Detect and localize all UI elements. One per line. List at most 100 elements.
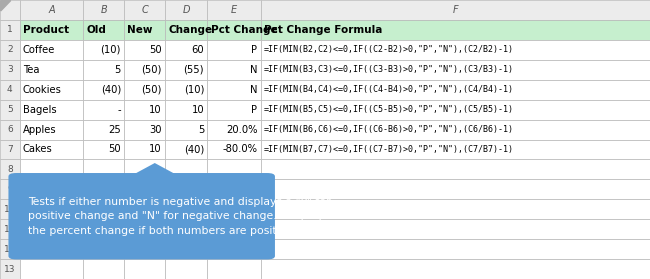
FancyBboxPatch shape <box>124 0 165 20</box>
Text: (55): (55) <box>183 65 204 75</box>
Text: 50: 50 <box>109 145 121 155</box>
FancyBboxPatch shape <box>0 199 20 219</box>
FancyBboxPatch shape <box>207 179 261 199</box>
FancyBboxPatch shape <box>20 100 83 120</box>
FancyBboxPatch shape <box>165 0 207 20</box>
Text: P: P <box>252 45 257 55</box>
FancyBboxPatch shape <box>83 0 124 20</box>
Text: P: P <box>252 105 257 115</box>
FancyBboxPatch shape <box>20 239 83 259</box>
FancyBboxPatch shape <box>207 100 261 120</box>
Text: -80.0%: -80.0% <box>222 145 257 155</box>
FancyBboxPatch shape <box>124 179 165 199</box>
FancyBboxPatch shape <box>83 80 124 100</box>
FancyBboxPatch shape <box>207 159 261 179</box>
FancyBboxPatch shape <box>124 199 165 219</box>
FancyBboxPatch shape <box>83 219 124 239</box>
Text: N: N <box>250 65 257 75</box>
Text: 1: 1 <box>7 25 12 34</box>
Text: Change: Change <box>168 25 213 35</box>
Text: F: F <box>452 5 458 15</box>
Text: 6: 6 <box>7 125 12 134</box>
Polygon shape <box>130 163 179 176</box>
FancyBboxPatch shape <box>165 60 207 80</box>
Text: Bagels: Bagels <box>23 105 57 115</box>
Text: =IF(MIN(B3,C3)<=0,IF((C3-B3)>0,"P","N"),(C3/B3)-1): =IF(MIN(B3,C3)<=0,IF((C3-B3)>0,"P","N"),… <box>264 65 514 74</box>
FancyBboxPatch shape <box>20 60 83 80</box>
FancyBboxPatch shape <box>261 239 650 259</box>
FancyBboxPatch shape <box>207 60 261 80</box>
FancyBboxPatch shape <box>165 40 207 60</box>
FancyBboxPatch shape <box>124 60 165 80</box>
FancyBboxPatch shape <box>261 100 650 120</box>
Text: (40): (40) <box>101 85 121 95</box>
FancyBboxPatch shape <box>83 140 124 159</box>
FancyBboxPatch shape <box>207 219 261 239</box>
FancyBboxPatch shape <box>261 20 650 40</box>
Text: E: E <box>231 5 237 15</box>
FancyBboxPatch shape <box>20 159 83 179</box>
FancyBboxPatch shape <box>124 80 165 100</box>
Text: (50): (50) <box>142 65 162 75</box>
Text: 5: 5 <box>114 65 121 75</box>
Text: 9: 9 <box>7 185 12 194</box>
FancyBboxPatch shape <box>0 179 20 199</box>
FancyBboxPatch shape <box>0 0 20 20</box>
Text: 4: 4 <box>7 85 12 94</box>
Text: 8: 8 <box>7 165 12 174</box>
FancyBboxPatch shape <box>124 239 165 259</box>
Text: D: D <box>183 5 190 15</box>
Text: =IF(MIN(B4,C4)<=0,IF((C4-B4)>0,"P","N"),(C4/B4)-1): =IF(MIN(B4,C4)<=0,IF((C4-B4)>0,"P","N"),… <box>264 85 514 94</box>
Text: 3: 3 <box>7 65 12 74</box>
Text: Pct Change Formula: Pct Change Formula <box>264 25 382 35</box>
FancyBboxPatch shape <box>207 140 261 159</box>
Text: Product: Product <box>23 25 69 35</box>
FancyBboxPatch shape <box>83 259 124 279</box>
FancyBboxPatch shape <box>83 199 124 219</box>
FancyBboxPatch shape <box>261 259 650 279</box>
Text: =IF(MIN(B5,C5)<=0,IF((C5-B5)>0,"P","N"),(C5/B5)-1): =IF(MIN(B5,C5)<=0,IF((C5-B5)>0,"P","N"),… <box>264 105 514 114</box>
Text: 5: 5 <box>198 124 204 134</box>
FancyBboxPatch shape <box>165 179 207 199</box>
Text: =IF(MIN(B6,C6)<=0,IF((C6-B6)>0,"P","N"),(C6/B6)-1): =IF(MIN(B6,C6)<=0,IF((C6-B6)>0,"P","N"),… <box>264 125 514 134</box>
FancyBboxPatch shape <box>261 120 650 140</box>
Text: 10: 10 <box>4 205 16 214</box>
FancyBboxPatch shape <box>261 40 650 60</box>
FancyBboxPatch shape <box>165 239 207 259</box>
FancyBboxPatch shape <box>165 159 207 179</box>
FancyBboxPatch shape <box>261 60 650 80</box>
FancyBboxPatch shape <box>83 60 124 80</box>
FancyBboxPatch shape <box>207 20 261 40</box>
FancyBboxPatch shape <box>124 100 165 120</box>
FancyBboxPatch shape <box>165 219 207 239</box>
Text: =IF(MIN(B2,C2)<=0,IF((C2-B2)>0,"P","N"),(C2/B2)-1): =IF(MIN(B2,C2)<=0,IF((C2-B2)>0,"P","N"),… <box>264 45 514 54</box>
FancyBboxPatch shape <box>207 120 261 140</box>
FancyBboxPatch shape <box>0 100 20 120</box>
Text: C: C <box>141 5 148 15</box>
Text: 25: 25 <box>108 124 121 134</box>
FancyBboxPatch shape <box>165 80 207 100</box>
FancyBboxPatch shape <box>20 20 83 40</box>
FancyBboxPatch shape <box>124 120 165 140</box>
FancyBboxPatch shape <box>20 199 83 219</box>
Text: 12: 12 <box>4 245 16 254</box>
FancyBboxPatch shape <box>207 40 261 60</box>
Text: A: A <box>48 5 55 15</box>
FancyBboxPatch shape <box>20 80 83 100</box>
FancyBboxPatch shape <box>83 159 124 179</box>
Text: Tests if either number is negative and displays a "P" for
positive change and "N: Tests if either number is negative and d… <box>28 197 331 236</box>
Text: 5: 5 <box>7 105 12 114</box>
Text: =IF(MIN(B7,C7)<=0,IF((C7-B7)>0,"P","N"),(C7/B7)-1): =IF(MIN(B7,C7)<=0,IF((C7-B7)>0,"P","N"),… <box>264 145 514 154</box>
FancyBboxPatch shape <box>83 120 124 140</box>
Text: 7: 7 <box>7 145 12 154</box>
FancyBboxPatch shape <box>83 100 124 120</box>
Text: 60: 60 <box>192 45 204 55</box>
Text: (50): (50) <box>142 85 162 95</box>
FancyBboxPatch shape <box>0 159 20 179</box>
FancyBboxPatch shape <box>0 259 20 279</box>
FancyBboxPatch shape <box>0 40 20 60</box>
FancyBboxPatch shape <box>124 259 165 279</box>
Text: 2: 2 <box>7 45 12 54</box>
Text: 10: 10 <box>150 145 162 155</box>
FancyBboxPatch shape <box>20 40 83 60</box>
